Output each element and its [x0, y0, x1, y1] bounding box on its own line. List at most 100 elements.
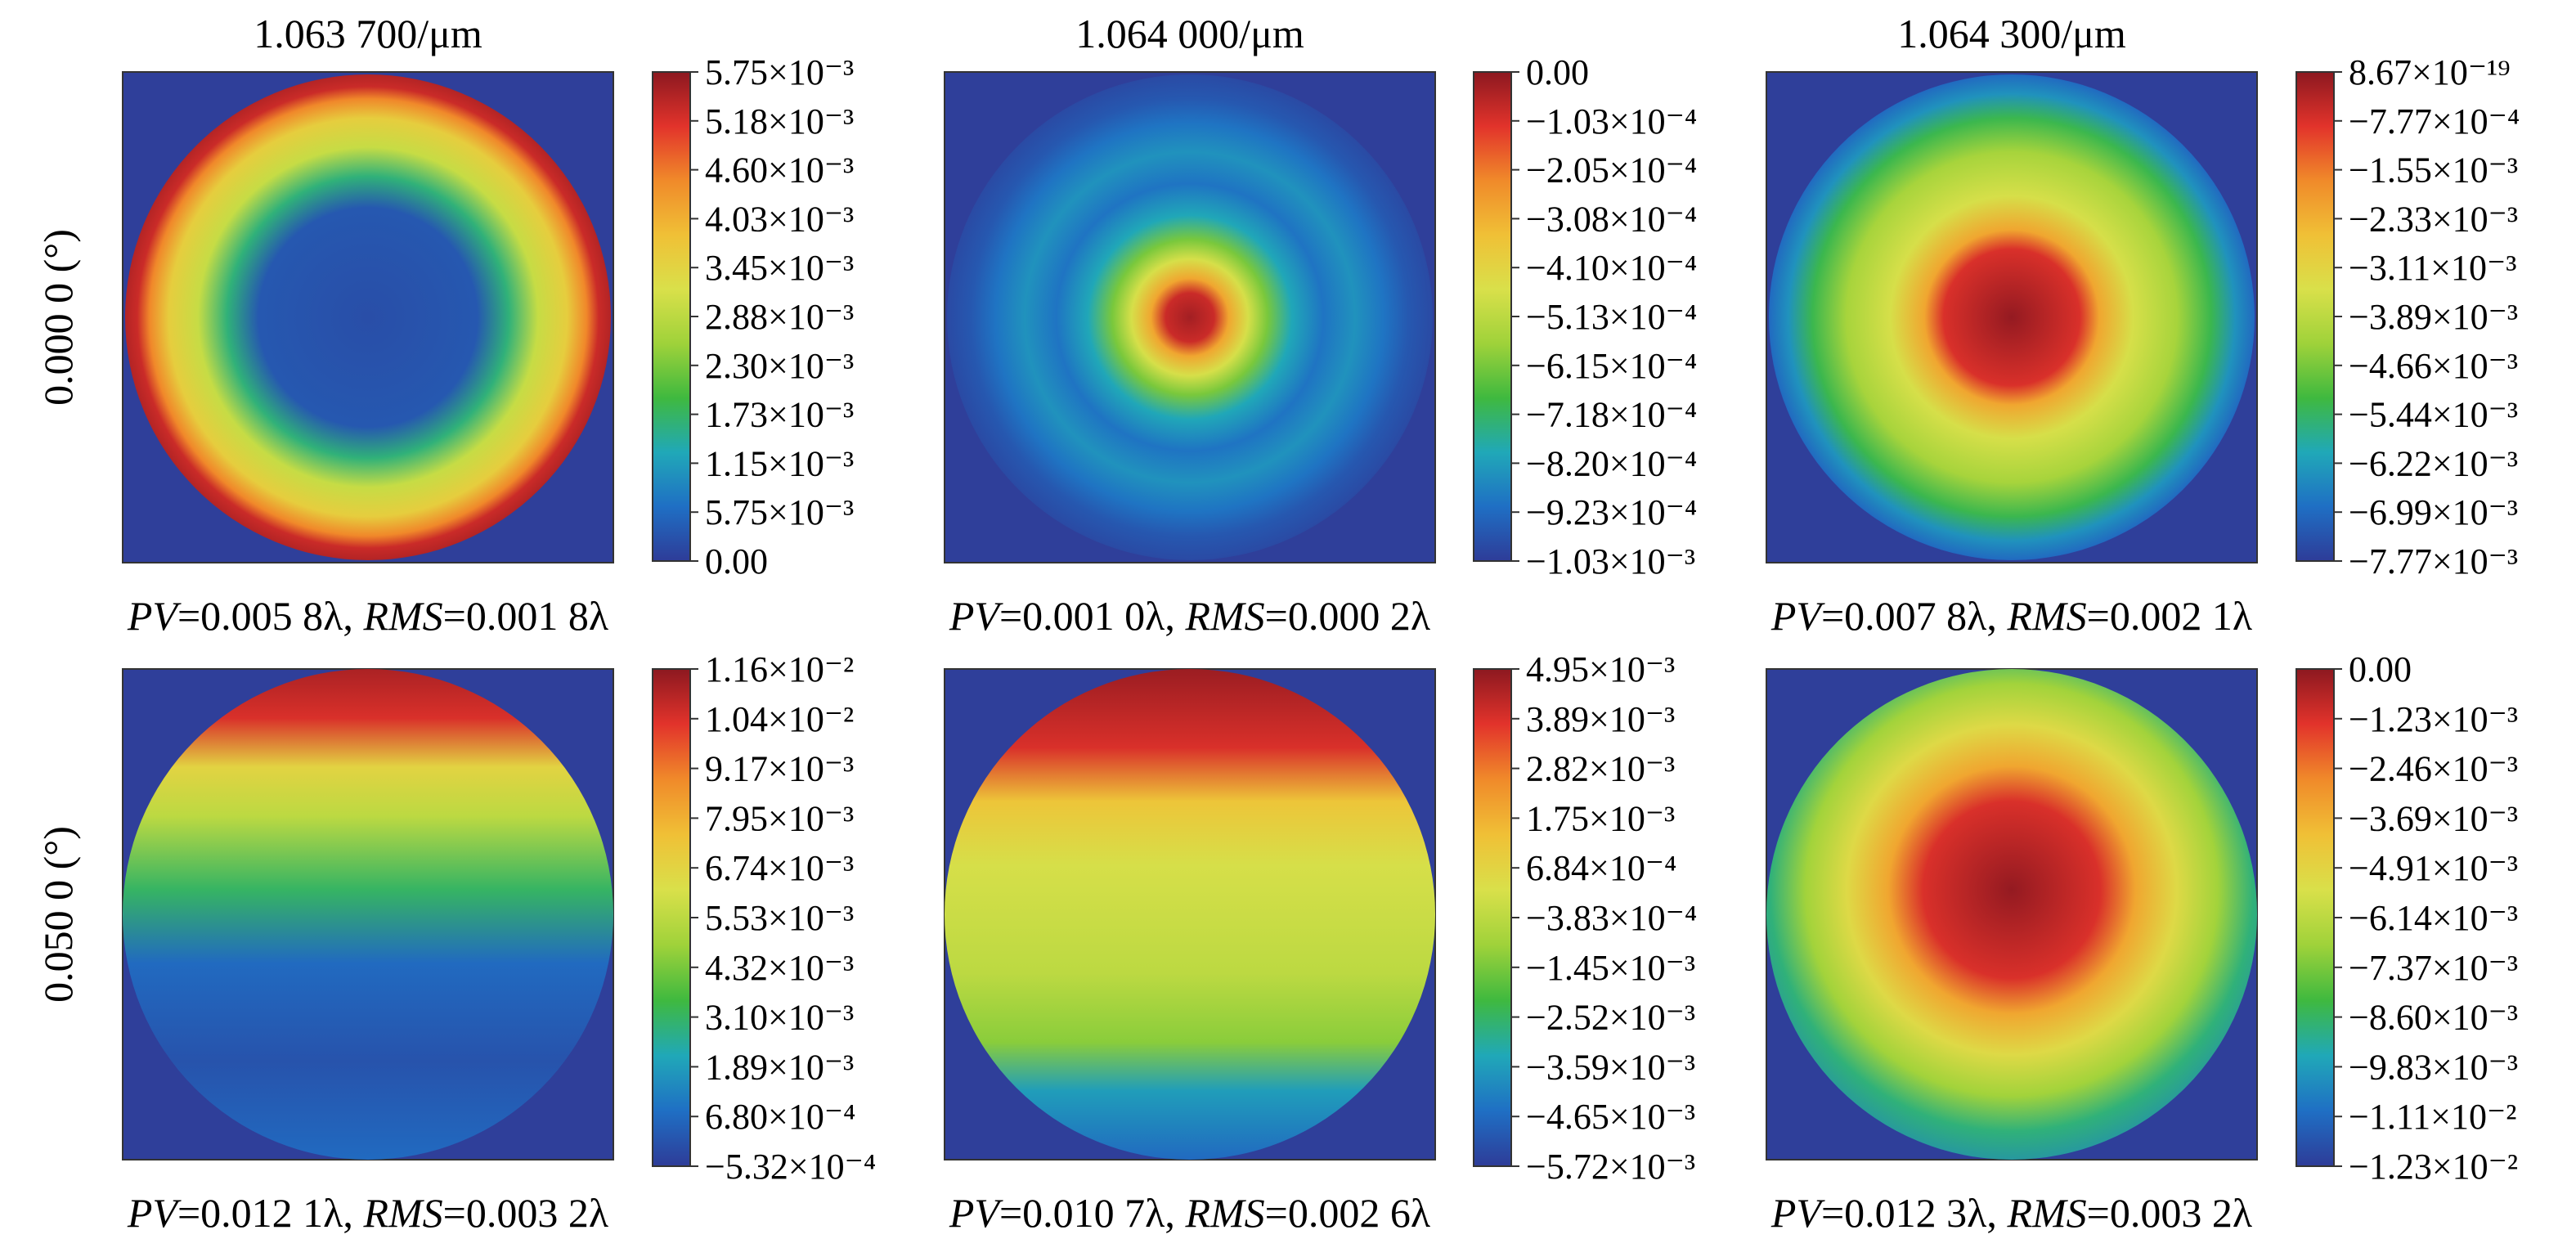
colorbar — [1473, 71, 1512, 562]
pupil-map — [1769, 74, 2255, 560]
rms-value: =0.003 2λ — [443, 1190, 608, 1236]
colorbar-tick-label: 4.03×10⁻³ — [705, 199, 854, 239]
colorbar-tick-label: −1.03×10⁻³ — [1526, 541, 1695, 581]
column-title: 1.064 300/μm — [1897, 11, 2126, 56]
colorbar-tick-label: −8.60×10⁻³ — [2349, 998, 2518, 1038]
rms-label: RMS — [2006, 1190, 2086, 1236]
colorbar-tick-label: −3.89×10⁻³ — [2349, 297, 2518, 337]
colorbar-tick-label: 1.16×10⁻² — [705, 649, 854, 689]
column-title: 1.063 700/μm — [254, 11, 482, 56]
colorbar-tick-label: 4.95×10⁻³ — [1526, 649, 1675, 689]
rms-value: =0.001 8λ — [443, 593, 608, 639]
wavefront-panel: 0.00 −1.23×10⁻³ −2.46×10⁻³ −3.69×10⁻³ −4.91×… — [1766, 649, 2518, 1236]
pv-label: PV — [949, 593, 1004, 639]
colorbar-tick-label: 6.74×10⁻³ — [705, 848, 854, 888]
colorbar-tick-label: −7.77×10⁻³ — [2349, 541, 2518, 581]
colorbar-tick-label: −3.69×10⁻³ — [2349, 798, 2518, 838]
pv-value: =0.005 8λ, — [177, 593, 363, 639]
colorbar-tick-label: −4.65×10⁻³ — [1526, 1097, 1695, 1137]
colorbar — [652, 668, 691, 1167]
colorbar-tick-label: 8.67×10⁻¹⁹ — [2349, 52, 2511, 92]
colorbar-tick-label: −2.46×10⁻³ — [2349, 749, 2518, 789]
colorbar-tick-label: 0.00 — [705, 541, 768, 581]
colorbar — [2296, 668, 2335, 1167]
colorbar-tick-label: −9.83×10⁻³ — [2349, 1047, 2518, 1087]
rms-label: RMS — [2006, 593, 2086, 639]
pv-value: =0.007 8λ, — [1821, 593, 2007, 639]
pupil-map — [947, 74, 1433, 560]
colorbar-tick-label: 3.89×10⁻³ — [1526, 699, 1675, 739]
colorbar-tick-label: −2.52×10⁻³ — [1526, 998, 1695, 1038]
colorbar-tick-label: 1.89×10⁻³ — [705, 1047, 854, 1087]
colorbar-tick-label: 5.75×10⁻³ — [705, 52, 854, 92]
colorbar-tick-label: −1.55×10⁻³ — [2349, 150, 2518, 191]
wavefront-panel: 5.75×10⁻³ 5.18×10⁻³ 4.60×10⁻³ 4.03×10⁻³ 3.45… — [122, 52, 854, 639]
colorbar-tick-label: −4.66×10⁻³ — [2349, 346, 2518, 386]
colorbar-tick-label: −6.22×10⁻³ — [2349, 443, 2518, 483]
pv-value: =0.001 0λ, — [999, 593, 1185, 639]
colorbar-tick-label: −9.23×10⁻⁴ — [1526, 492, 1697, 532]
pv-label: PV — [949, 1190, 1004, 1236]
colorbar — [1473, 668, 1512, 1167]
colorbar-tick-label: 1.04×10⁻² — [705, 699, 854, 739]
pv-rms-caption: PV=0.001 0λ, RMS=0.000 2λ — [949, 593, 1430, 639]
colorbar-tick-label: 3.45×10⁻³ — [705, 248, 854, 288]
colorbar-tick-label: 9.17×10⁻³ — [705, 749, 854, 789]
colorbar-tick-label: −3.59×10⁻³ — [1526, 1047, 1695, 1087]
colorbar-tick-label: 4.60×10⁻³ — [705, 150, 854, 191]
rms-value: =0.002 1λ — [2087, 593, 2252, 639]
pv-label: PV — [1770, 1190, 1826, 1236]
colorbar-tick-label: −2.33×10⁻³ — [2349, 199, 2518, 239]
colorbar-tick-label: 5.18×10⁻³ — [705, 101, 854, 141]
pv-label: PV — [127, 593, 182, 639]
row-label: 0.000 0 (°) — [35, 229, 81, 406]
pv-value: =0.012 1λ, — [177, 1190, 363, 1236]
colorbar-tick-label: 5.75×10⁻³ — [705, 492, 854, 532]
column-title: 1.064 000/μm — [1075, 11, 1304, 56]
colorbar-tick-label: −4.91×10⁻³ — [2349, 848, 2518, 888]
colorbar-tick-label: 1.73×10⁻³ — [705, 395, 854, 435]
rms-label: RMS — [1184, 593, 1264, 639]
pupil-map — [123, 669, 613, 1160]
pupil-map — [945, 669, 1435, 1160]
colorbar-tick-label: 0.00 — [1526, 52, 1589, 92]
colorbar-tick-label: −5.44×10⁻³ — [2349, 395, 2518, 435]
colorbar-tick-label: 2.88×10⁻³ — [705, 297, 854, 337]
colorbar-tick-label: 5.53×10⁻³ — [705, 898, 854, 938]
colorbar-tick-label: −6.15×10⁻⁴ — [1526, 346, 1697, 386]
pv-rms-caption: PV=0.010 7λ, RMS=0.002 6λ — [949, 1190, 1430, 1236]
pv-label: PV — [1770, 593, 1826, 639]
colorbar-tick-label: 0.00 — [2349, 649, 2412, 689]
colorbar-tick-label: 1.75×10⁻³ — [1526, 798, 1675, 838]
colorbar-tick-label: −7.18×10⁻⁴ — [1526, 395, 1697, 435]
colorbar-tick-label: −2.05×10⁻⁴ — [1526, 150, 1697, 191]
colorbar-tick-label: −3.83×10⁻⁴ — [1526, 898, 1697, 938]
wavefront-panel: 1.16×10⁻² 1.04×10⁻² 9.17×10⁻³ 7.95×10⁻³ 6.74… — [122, 649, 876, 1236]
colorbar-tick-label: 6.84×10⁻⁴ — [1526, 848, 1676, 888]
colorbar-tick-label: 7.95×10⁻³ — [705, 798, 854, 838]
colorbar — [2296, 71, 2335, 562]
pv-rms-caption: PV=0.012 3λ, RMS=0.003 2λ — [1770, 1190, 2252, 1236]
colorbar-tick-label: 2.82×10⁻³ — [1526, 749, 1675, 789]
wavefront-panel: 8.67×10⁻¹⁹ −7.77×10⁻⁴ −1.55×10⁻³ −2.33×10⁻³… — [1766, 52, 2520, 639]
colorbar-tick-label: −1.03×10⁻⁴ — [1526, 101, 1697, 141]
pv-label: PV — [127, 1190, 182, 1236]
colorbar-tick-label: 4.32×10⁻³ — [705, 948, 854, 988]
rms-value: =0.000 2λ — [1265, 593, 1430, 639]
colorbar-tick-label: 6.80×10⁻⁴ — [705, 1097, 855, 1137]
colorbar-tick-label: −5.72×10⁻³ — [1526, 1147, 1695, 1187]
pupil-map — [125, 74, 611, 560]
colorbar-tick-label: −7.37×10⁻³ — [2349, 948, 2518, 988]
colorbar-tick-label: 2.30×10⁻³ — [705, 346, 854, 386]
wavefront-panel: 0.00 −1.03×10⁻⁴ −2.05×10⁻⁴ −3.08×10⁻⁴ −4.10×… — [944, 52, 1697, 639]
colorbar-tick-label: −5.32×10⁻⁴ — [705, 1147, 876, 1187]
rms-label: RMS — [362, 593, 442, 639]
colorbar-tick-label: −8.20×10⁻⁴ — [1526, 443, 1697, 483]
pv-value: =0.012 3λ, — [1821, 1190, 2007, 1236]
pv-rms-caption: PV=0.005 8λ, RMS=0.001 8λ — [127, 593, 608, 639]
colorbar-tick-label: −6.99×10⁻³ — [2349, 492, 2518, 532]
colorbar-tick-label: 3.10×10⁻³ — [705, 998, 854, 1038]
colorbar-tick-label: −7.77×10⁻⁴ — [2349, 101, 2520, 141]
